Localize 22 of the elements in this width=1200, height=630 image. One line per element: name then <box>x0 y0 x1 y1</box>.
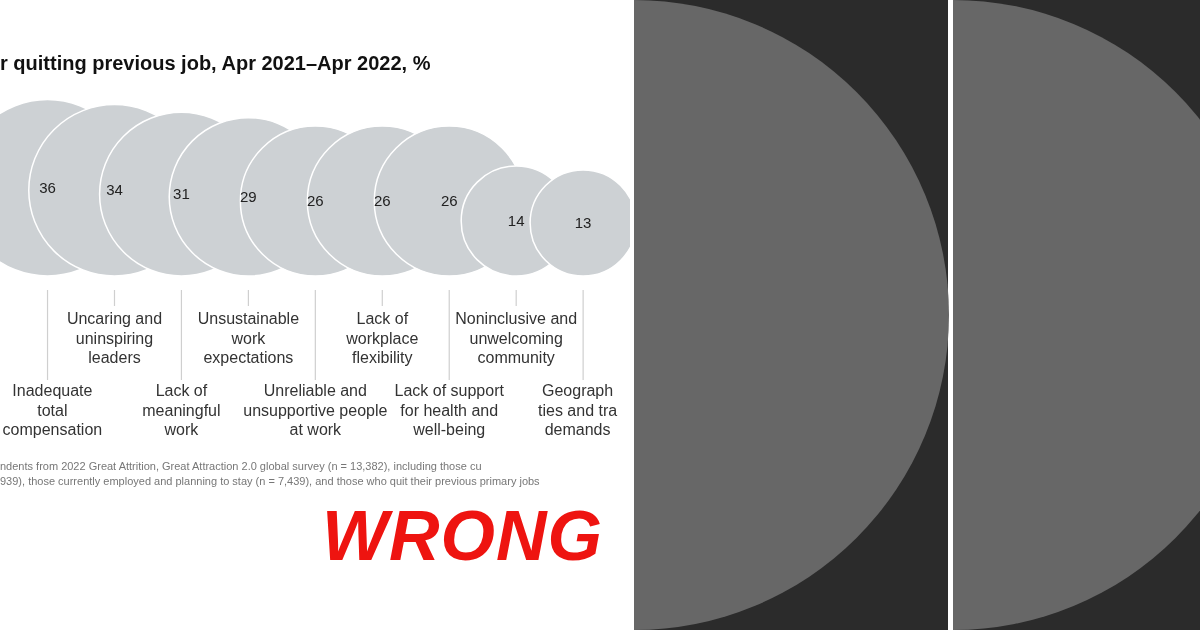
data-label: 14 <box>507 212 525 229</box>
text: WRONG <box>322 496 604 576</box>
data-label: 13 <box>574 214 592 231</box>
category-label: Inadequate total compensation <box>2 382 103 438</box>
data-label: 31 <box>173 185 190 203</box>
category-label: Uncaring and uninspiring leaders <box>66 310 163 366</box>
category-label: Unsustainable work expectations <box>197 310 300 366</box>
data-label: 34 <box>106 181 123 199</box>
category-label: Lack of support for health and well-being <box>394 382 505 438</box>
text: 939), those currently employed and planning to stay (n = 7,439), and those who quit their previous primary jobs <box>0 474 540 489</box>
text: ndents from 2022 Great Attrition, Great Attraction 2.0 global survey (n = 13,382), including those cu <box>0 459 483 474</box>
category-label: Lack of workplace flexibility <box>345 310 419 366</box>
category-label: Lack of meaningful work <box>142 382 221 438</box>
category-label: Noninclusive and unwelcoming community <box>455 310 578 366</box>
data-label: 36 <box>39 178 56 196</box>
data-label: 26 <box>440 192 458 210</box>
text: r quitting previous job, Apr 2021–Apr 2022, % <box>0 52 431 75</box>
data-label: 29 <box>240 187 257 205</box>
data-label: 26 <box>373 192 391 210</box>
category-label: Unreliable and unsupportive people at work <box>243 382 388 438</box>
data-label: 26 <box>306 192 324 210</box>
category-label: Geograph ties and tra demands <box>538 382 618 438</box>
